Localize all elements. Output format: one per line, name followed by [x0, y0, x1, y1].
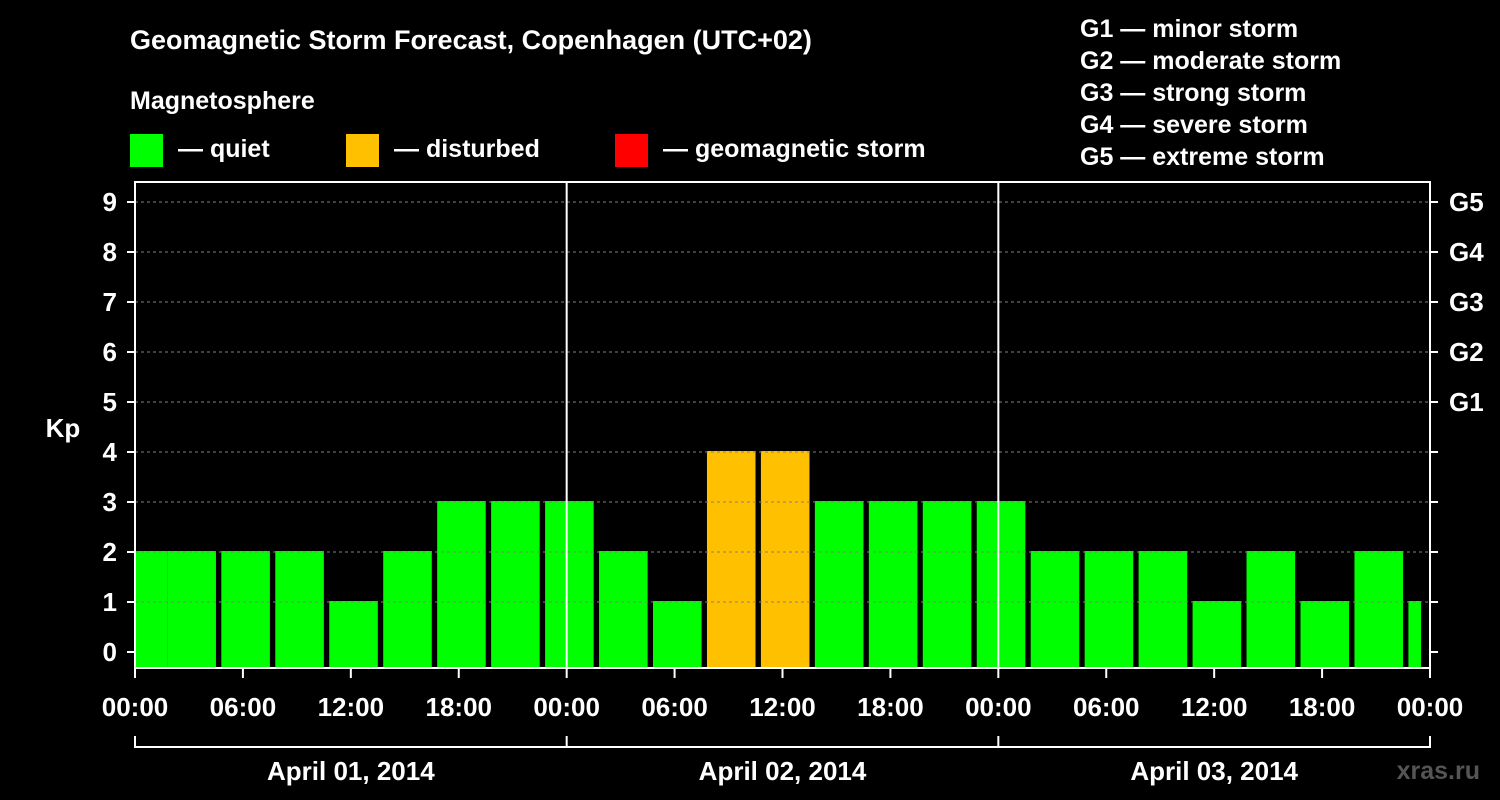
storm-level-label: G2: [1449, 337, 1484, 367]
storm-scale-list: G1 — minor storm G2 — moderate storm G3 — …: [1080, 15, 1341, 171]
y-axis-label: Kp: [46, 413, 81, 443]
kp-bar: [1300, 601, 1350, 668]
legend-label: — disturbed: [394, 135, 540, 163]
legend-title: Magnetosphere: [130, 87, 315, 115]
x-tick-label: 00:00: [533, 692, 600, 722]
storm-scale-item: G1 — minor storm: [1080, 15, 1298, 43]
kp-bar: [221, 551, 270, 668]
kp-bar: [167, 551, 216, 668]
x-tick-label: 18:00: [1289, 692, 1356, 722]
x-tick-label: 18:00: [426, 692, 493, 722]
y-tick-label: 6: [103, 337, 117, 367]
kp-bar: [706, 451, 756, 668]
kp-bar: [1030, 551, 1080, 668]
kp-bar: [135, 551, 168, 668]
y-tick-label: 9: [103, 187, 117, 217]
y-tick-label: 8: [103, 237, 117, 267]
x-tick-label: 12:00: [318, 692, 385, 722]
y-tick-label: 2: [103, 537, 117, 567]
plot-area: 0 1 2 3 4 5 6 7 8 9 G1 G2 G3 G4 G5 00:00 06:00 12:00 18:00…: [102, 181, 1484, 786]
kp-bar: [491, 501, 540, 668]
chart-title: Geomagnetic Storm Forecast, Copenhagen (…: [130, 25, 812, 55]
y-tick-label: 4: [103, 437, 118, 467]
x-tick-label: 06:00: [641, 692, 708, 722]
kp-bar: [868, 501, 918, 668]
legend-swatch: [130, 134, 163, 167]
storm-level-label: G4: [1449, 237, 1484, 267]
x-tick-label: 00:00: [965, 692, 1032, 722]
kp-bar: [383, 551, 432, 668]
storm-level-label: G5: [1449, 187, 1484, 217]
y-tick-label: 3: [103, 487, 117, 517]
legend-swatch: [346, 134, 379, 167]
date-label: April 02, 2014: [699, 756, 867, 786]
storm-scale-item: G3 — strong storm: [1080, 79, 1306, 107]
legend-label: — geomagnetic storm: [663, 135, 926, 163]
x-tick-label: 12:00: [749, 692, 816, 722]
kp-bar: [976, 501, 1026, 668]
kp-bar: [599, 551, 648, 668]
y-tick-label: 7: [103, 287, 117, 317]
kp-bar: [545, 501, 594, 668]
kp-bar: [760, 451, 810, 668]
x-tick-label: 06:00: [1073, 692, 1140, 722]
storm-scale-item: G2 — moderate storm: [1080, 47, 1341, 75]
storm-scale-item: G4 — severe storm: [1080, 111, 1308, 139]
kp-bar: [814, 501, 864, 668]
kp-bar: [1354, 551, 1404, 668]
x-tick-label: 00:00: [1397, 692, 1464, 722]
kp-bar: [653, 601, 702, 668]
kp-bar: [1192, 601, 1242, 668]
kp-bar: [329, 601, 378, 668]
y-tick-label: 1: [103, 587, 117, 617]
kp-bar: [275, 551, 324, 668]
y-tick-label: 0: [103, 637, 117, 667]
storm-scale-item: G5 — extreme storm: [1080, 143, 1325, 171]
watermark: xras.ru: [1397, 757, 1480, 785]
legend-label: — quiet: [178, 135, 270, 163]
x-tick-label: 12:00: [1181, 692, 1248, 722]
storm-level-label: G1: [1449, 387, 1484, 417]
kp-bar: [437, 501, 486, 668]
kp-bar: [1408, 601, 1422, 668]
x-tick-label: 00:00: [102, 692, 169, 722]
kp-bar: [1084, 551, 1134, 668]
y-tick-label: 5: [103, 387, 117, 417]
x-tick-label: 06:00: [210, 692, 277, 722]
x-tick-label: 18:00: [857, 692, 924, 722]
kp-bar: [922, 501, 972, 668]
date-label: April 01, 2014: [267, 756, 435, 786]
storm-level-label: G3: [1449, 287, 1484, 317]
legend-swatch: [615, 134, 648, 167]
kp-bar: [1246, 551, 1296, 668]
legend: — quiet — disturbed — geomagnetic storm: [130, 134, 926, 167]
kp-bar: [1138, 551, 1188, 668]
date-label: April 03, 2014: [1130, 756, 1298, 786]
